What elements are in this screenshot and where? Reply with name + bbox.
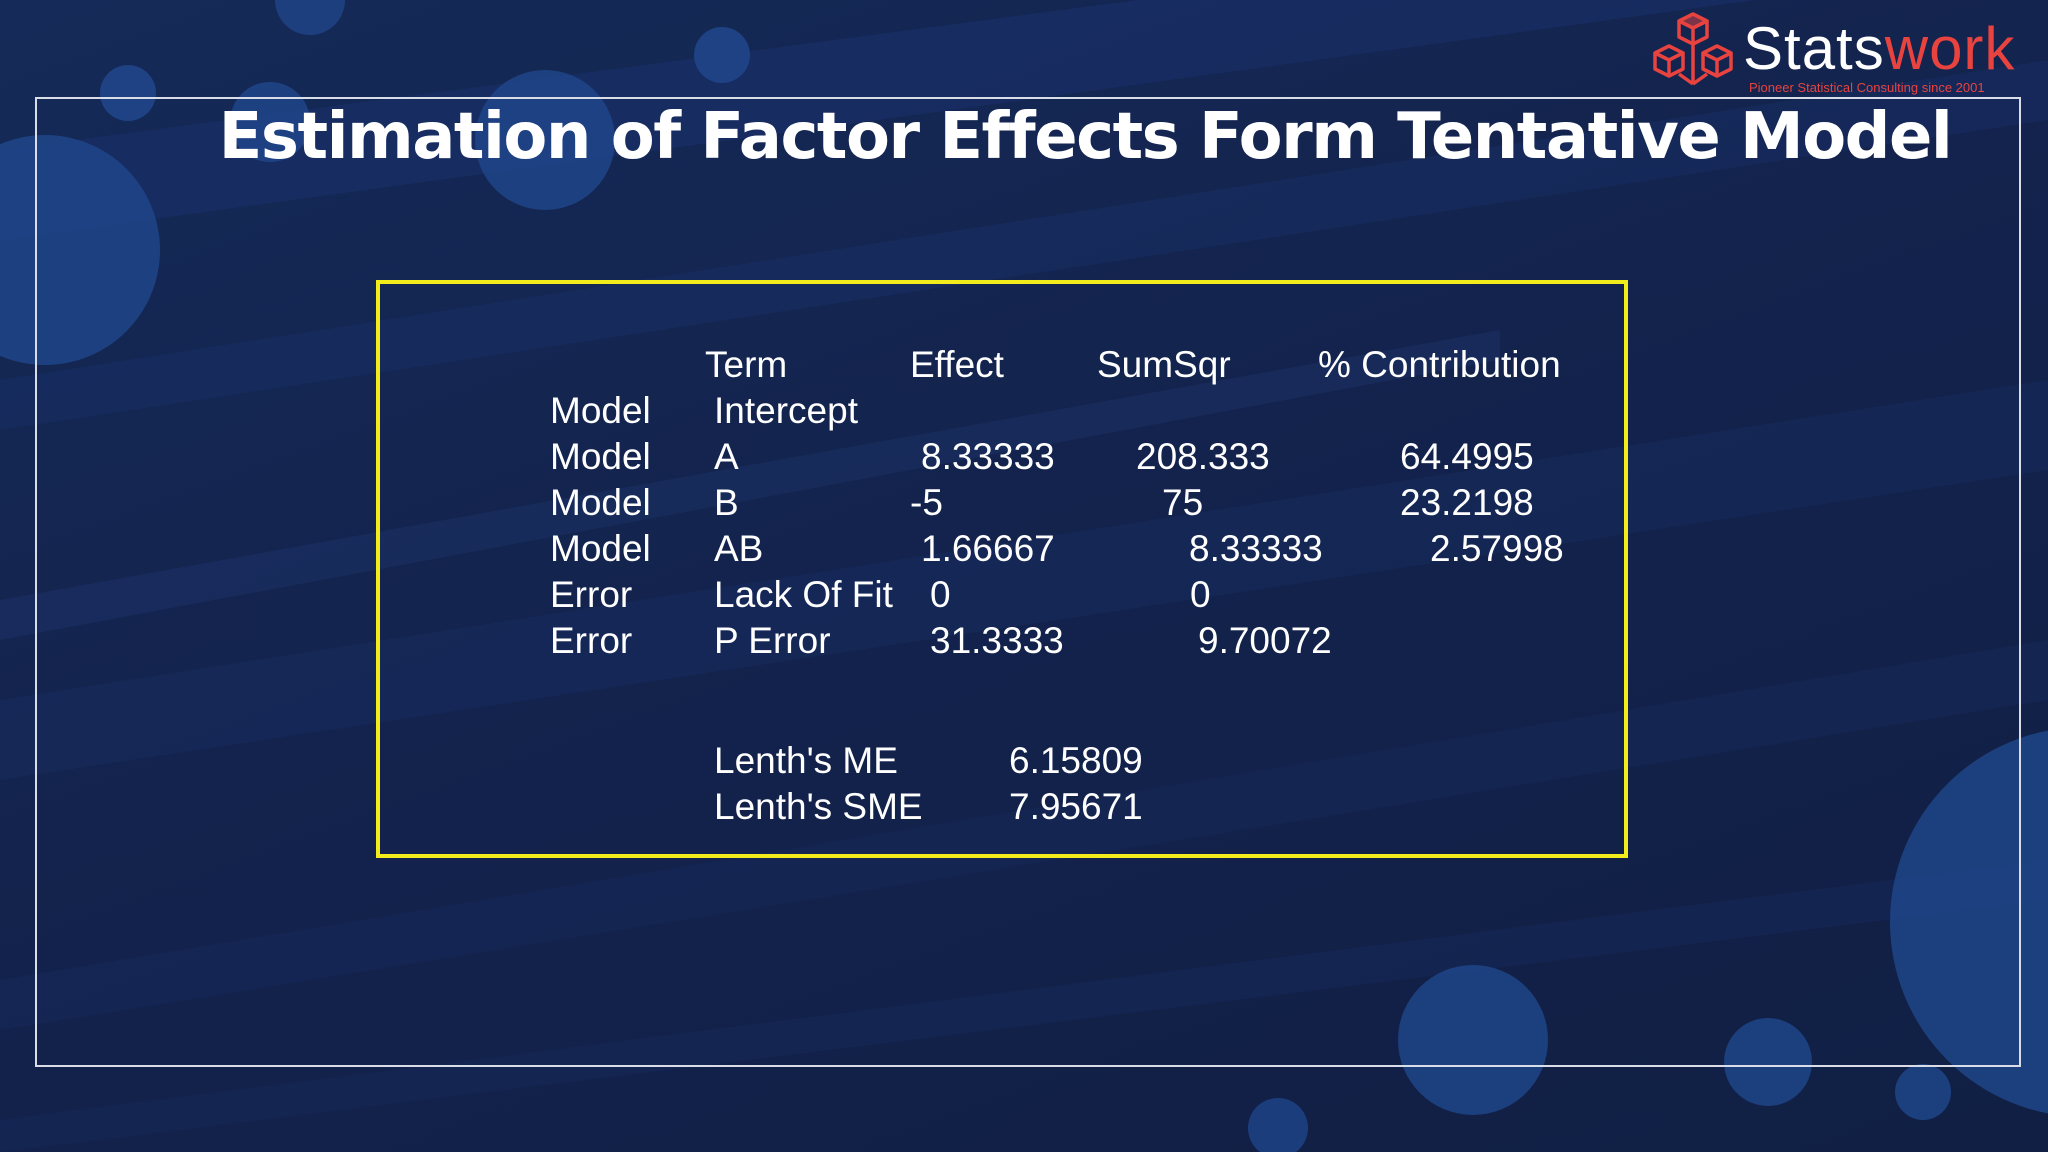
row-source: Model [550, 390, 651, 431]
lenth-sme-value: 7.95671 [1009, 786, 1143, 827]
row-source: Error [550, 620, 633, 661]
statswork-logo: Statswork Pioneer Statistical Consulting… [1645, 8, 2035, 98]
row-term: A [714, 436, 739, 477]
header-term: Term [705, 344, 788, 385]
row-contribution: 64.4995 [1400, 436, 1534, 477]
row-source: Model [550, 482, 651, 523]
row-sumsqr: 208.333 [1136, 436, 1270, 477]
row-term: Lack Of Fit [714, 574, 893, 615]
row-sumsqr: 8.33333 [1189, 528, 1323, 569]
content-frame [35, 97, 2021, 1067]
lenth-me-label: Lenth's ME [714, 740, 898, 781]
cube-logo-icon [1653, 12, 1733, 86]
slide-title: Estimation of Factor Effects Form Tentat… [218, 100, 1953, 174]
row-effect: -5 [910, 482, 943, 523]
logo-work-text: work [1884, 15, 2016, 82]
row-term: B [714, 482, 739, 523]
row-contribution: 23.2198 [1400, 482, 1534, 523]
row-source: Model [550, 528, 651, 569]
factor-effects-table: Term Effect SumSqr % Contribution Model … [376, 280, 1628, 858]
row-contribution: 2.57998 [1430, 528, 1564, 569]
header-contribution: % Contribution [1318, 344, 1561, 385]
logo-stats-text: Stats [1743, 15, 1885, 82]
row-effect: 1.66667 [921, 528, 1055, 569]
header-sumsqr: SumSqr [1097, 344, 1231, 385]
row-sumsqr: 9.70072 [1198, 620, 1332, 661]
row-source: Error [550, 574, 633, 615]
row-effect: 31.3333 [930, 620, 1064, 661]
row-term: AB [714, 528, 764, 569]
row-term: P Error [714, 620, 831, 661]
row-effect: 8.33333 [921, 436, 1055, 477]
lenth-me-value: 6.15809 [1009, 740, 1143, 781]
lenth-sme-label: Lenth's SME [714, 786, 923, 827]
row-effect: 0 [930, 574, 951, 615]
row-term: Intercept [714, 390, 858, 431]
row-sumsqr: 75 [1162, 482, 1204, 523]
logo-wordmark: Statswork [1743, 14, 2015, 83]
logo-tagline: Pioneer Statistical Consulting since 200… [1749, 80, 1985, 95]
row-sumsqr: 0 [1190, 574, 1211, 615]
header-effect: Effect [910, 344, 1004, 385]
row-source: Model [550, 436, 651, 477]
